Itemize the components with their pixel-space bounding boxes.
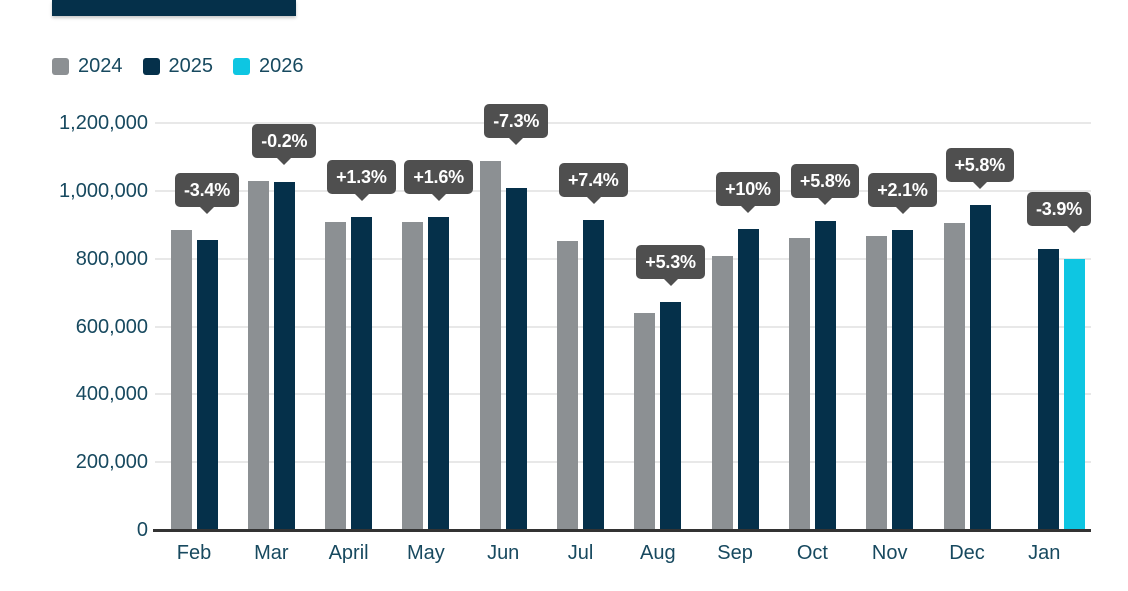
callout-pointer <box>354 194 369 202</box>
legend-item-2025[interactable]: 2025 <box>142 55 214 77</box>
bar-2024-dec[interactable] <box>943 222 965 530</box>
callout-pointer <box>973 181 987 189</box>
pct-callout: +10% <box>716 171 780 206</box>
bar-2025-jan[interactable] <box>1037 248 1059 530</box>
bar-2025-jul[interactable] <box>583 219 604 530</box>
gridline <box>155 461 1091 464</box>
bar-2024-jul[interactable] <box>557 241 578 530</box>
bar-2025-dec[interactable] <box>969 204 991 530</box>
pct-callout: -3.9% <box>1027 191 1092 226</box>
pct-callout: -7.3% <box>484 104 549 139</box>
x-axis-label: May <box>406 542 445 564</box>
bar-2024-nov[interactable] <box>866 236 888 530</box>
pct-callout: +1.6% <box>404 160 473 195</box>
bar-2025-feb[interactable] <box>196 240 218 530</box>
bar-2024-may[interactable] <box>402 222 424 530</box>
x-axis-label: Feb <box>176 542 212 564</box>
bar-2024-sep[interactable] <box>711 256 733 530</box>
callout-pointer <box>586 196 601 204</box>
bar-2025-april[interactable] <box>351 217 373 530</box>
x-axis-label: April <box>328 542 369 564</box>
gridline <box>155 122 1091 125</box>
bar-2024-feb[interactable] <box>170 230 192 530</box>
legend: 2024 2025 2026 <box>52 56 304 76</box>
bar-2025-aug[interactable] <box>660 301 682 530</box>
y-tick-label: 200,000 <box>75 451 148 474</box>
bar-2025-oct[interactable] <box>814 220 836 530</box>
callout-pointer <box>818 197 833 205</box>
bar-2024-mar[interactable] <box>247 180 269 530</box>
x-axis-label: Jun <box>487 542 520 564</box>
legend-item-2024[interactable]: 2024 <box>52 56 123 76</box>
bar-2024-aug[interactable] <box>634 313 656 530</box>
y-tick-label: 1,000,000 <box>59 180 148 202</box>
pct-callout: +5.3% <box>636 244 705 279</box>
x-axis-line <box>153 529 1091 532</box>
legend-label: 2026 <box>259 55 304 77</box>
bar-2025-mar[interactable] <box>273 181 295 530</box>
callout-pointer <box>895 206 910 214</box>
legend-swatch-2024 <box>52 57 69 75</box>
gridline <box>155 393 1091 396</box>
header-bar <box>52 0 296 16</box>
pct-callout: +5.8% <box>790 163 860 198</box>
bar-2025-jun[interactable] <box>505 187 527 530</box>
x-axis-label: Mar <box>254 542 289 564</box>
x-axis-label: Jul <box>567 542 594 564</box>
pct-callout: +5.8% <box>945 147 1015 182</box>
legend-label: 2024 <box>78 55 123 77</box>
pct-callout: +7.4% <box>559 162 628 197</box>
x-axis-label: Jan <box>1028 542 1061 564</box>
gridline <box>155 257 1091 260</box>
bar-2024-april[interactable] <box>325 221 347 530</box>
y-tick-label: 600,000 <box>75 315 148 338</box>
y-tick-label: 400,000 <box>75 383 148 406</box>
callout-pointer <box>277 157 292 165</box>
pct-callout: -0.2% <box>252 123 317 158</box>
x-axis-label: Dec <box>949 542 985 564</box>
callout-pointer <box>1067 225 1082 233</box>
pct-callout: -3.4% <box>175 173 240 208</box>
x-axis-label: Oct <box>796 542 828 564</box>
callout-pointer <box>200 207 214 215</box>
callout-pointer <box>431 194 446 202</box>
callout-pointer <box>509 138 524 146</box>
x-axis-label: Sep <box>717 542 753 564</box>
pct-callout: +1.3% <box>327 160 396 195</box>
legend-swatch-2026 <box>233 57 250 75</box>
legend-swatch-2025 <box>142 57 160 75</box>
y-tick-label: 800,000 <box>75 247 148 270</box>
legend-label: 2025 <box>168 55 214 77</box>
callout-pointer <box>741 205 756 213</box>
bar-2025-may[interactable] <box>428 217 450 530</box>
y-tick-label: 1,200,000 <box>59 112 148 135</box>
y-tick-label: 0 <box>136 519 148 541</box>
legend-item-2026[interactable]: 2026 <box>233 56 304 76</box>
pct-callout: +2.1% <box>868 172 937 207</box>
bar-2025-sep[interactable] <box>737 228 759 530</box>
x-axis-label: Nov <box>871 542 908 564</box>
bar-2024-jun[interactable] <box>479 161 501 530</box>
bar-2026-jan[interactable] <box>1063 259 1085 530</box>
bar-2025-nov[interactable] <box>892 229 914 530</box>
callout-pointer <box>663 278 678 286</box>
x-axis-label: Aug <box>640 542 676 564</box>
bar-2024-oct[interactable] <box>788 237 810 530</box>
gridline <box>155 325 1091 328</box>
